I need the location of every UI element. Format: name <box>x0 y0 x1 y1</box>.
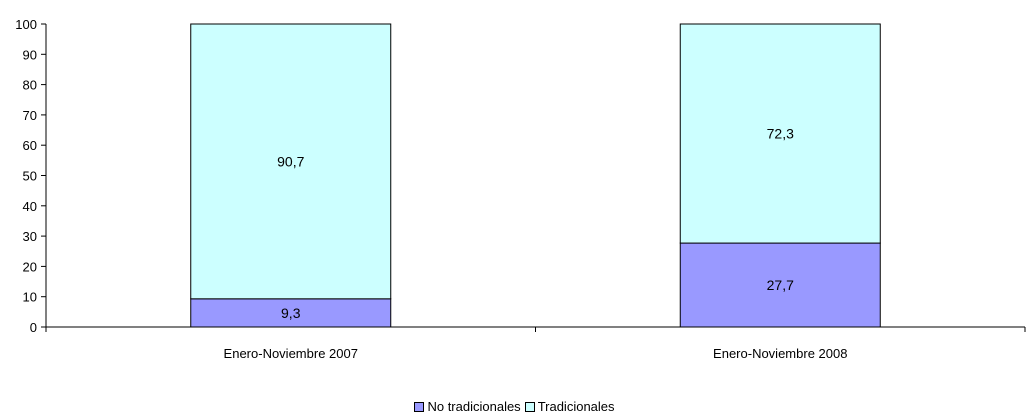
legend-item: No tradicionales <box>414 399 521 414</box>
bar-segment-no-tradicionales <box>190 298 392 328</box>
y-tick-label: 100 <box>15 17 37 32</box>
data-labels: 9,3 90,7 27,7 72,3 <box>277 126 794 321</box>
data-label: 27,7 <box>767 277 794 293</box>
y-tick-label: 50 <box>23 169 37 184</box>
bar-segment-no-tradicionales <box>679 242 881 328</box>
y-tick-label: 10 <box>23 290 37 305</box>
x-category-label: Enero-Noviembre 2007 <box>224 346 358 361</box>
x-category-label: Enero-Noviembre 2008 <box>713 346 847 361</box>
y-tick-label: 70 <box>23 108 37 123</box>
y-tick-label: 0 <box>30 320 37 335</box>
y-tick-label: 40 <box>23 199 37 214</box>
y-tick-label: 60 <box>23 138 37 153</box>
legend-label: No tradicionales <box>427 399 521 414</box>
legend-item: Tradicionales <box>524 399 615 414</box>
legend-label: Tradicionales <box>537 399 615 414</box>
legend-swatch <box>414 401 425 412</box>
y-tick-label: 30 <box>23 229 37 244</box>
y-tick-label: 90 <box>23 47 37 62</box>
data-label: 9,3 <box>281 305 301 321</box>
y-axis: 0 10 20 30 40 50 60 70 80 90 100 <box>15 17 47 335</box>
data-label: 72,3 <box>767 126 794 142</box>
bar-segment-tradicionales <box>190 23 392 300</box>
bars <box>190 23 881 328</box>
data-label: 90,7 <box>277 153 304 169</box>
y-tick-label: 80 <box>23 78 37 93</box>
stacked-bar-chart: 0 10 20 30 40 50 60 70 80 90 100 Enero-Noviembre 2… <box>15 17 1026 361</box>
legend-swatch <box>524 401 535 412</box>
bar-segment-tradicionales <box>679 23 881 244</box>
legend: No tradicionales Tradicionales <box>0 399 1029 415</box>
x-axis: Enero-Noviembre 2007 Enero-Noviembre 2008 <box>45 326 1026 361</box>
y-tick-label: 20 <box>23 259 37 274</box>
